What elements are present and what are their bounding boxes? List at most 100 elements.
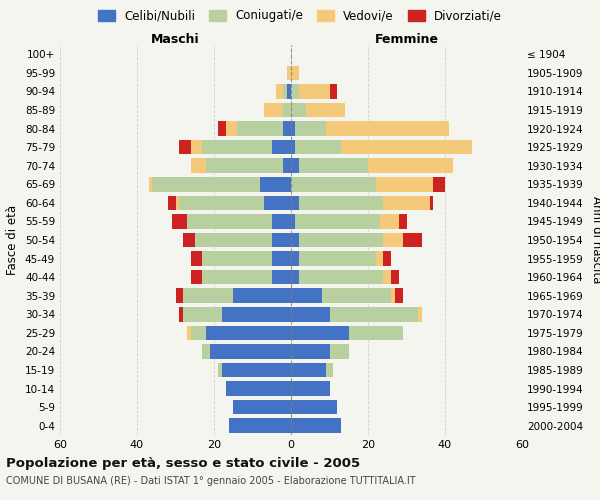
Bar	[264, 103, 283, 117]
Y-axis label: Fasce di età: Fasce di età	[7, 205, 19, 275]
Bar	[326, 363, 334, 377]
Bar	[383, 270, 391, 284]
Text: Femmine: Femmine	[374, 33, 439, 46]
Bar	[291, 418, 341, 433]
Bar	[202, 252, 272, 266]
Bar	[237, 122, 283, 136]
Bar	[299, 158, 368, 173]
Bar	[430, 196, 433, 210]
Bar	[176, 196, 179, 210]
Bar	[291, 103, 307, 117]
Bar	[341, 140, 472, 154]
Bar	[149, 177, 152, 192]
Bar	[233, 288, 291, 303]
Bar	[291, 326, 349, 340]
Bar	[291, 363, 326, 377]
Bar	[183, 307, 222, 322]
Bar	[329, 344, 349, 358]
Text: COMUNE DI BUSANA (RE) - Dati ISTAT 1° gennaio 2005 - Elaborazione TUTTITALIA.IT: COMUNE DI BUSANA (RE) - Dati ISTAT 1° ge…	[6, 476, 416, 486]
Bar	[187, 214, 272, 228]
Bar	[283, 103, 291, 117]
Bar	[218, 122, 226, 136]
Bar	[187, 326, 191, 340]
Bar	[260, 177, 291, 192]
Bar	[395, 288, 403, 303]
Bar	[380, 214, 399, 228]
Bar	[291, 382, 329, 396]
Bar	[233, 400, 291, 414]
Bar	[183, 233, 195, 247]
Bar	[272, 252, 291, 266]
Bar	[222, 363, 291, 377]
Bar	[349, 326, 403, 340]
Bar	[272, 270, 291, 284]
Bar	[368, 158, 453, 173]
Bar	[226, 382, 291, 396]
Bar	[376, 252, 383, 266]
Bar	[291, 196, 299, 210]
Bar	[191, 252, 202, 266]
Bar	[291, 214, 295, 228]
Bar	[383, 196, 430, 210]
Bar	[291, 270, 299, 284]
Bar	[283, 84, 287, 98]
Bar	[191, 158, 206, 173]
Bar	[326, 122, 449, 136]
Text: Popolazione per età, sesso e stato civile - 2005: Popolazione per età, sesso e stato civil…	[6, 458, 360, 470]
Bar	[176, 288, 183, 303]
Bar	[283, 122, 291, 136]
Bar	[391, 270, 399, 284]
Legend: Celibi/Nubili, Coniugati/e, Vedovi/e, Divorziati/e: Celibi/Nubili, Coniugati/e, Vedovi/e, Di…	[95, 6, 505, 26]
Bar	[229, 418, 291, 433]
Bar	[291, 233, 299, 247]
Bar	[295, 122, 326, 136]
Bar	[291, 158, 299, 173]
Text: Maschi: Maschi	[151, 33, 200, 46]
Bar	[307, 103, 345, 117]
Bar	[299, 270, 383, 284]
Bar	[226, 122, 237, 136]
Bar	[291, 400, 337, 414]
Bar	[272, 233, 291, 247]
Bar	[206, 326, 291, 340]
Bar	[210, 344, 291, 358]
Bar	[183, 288, 233, 303]
Bar	[291, 252, 299, 266]
Bar	[152, 177, 260, 192]
Bar	[202, 344, 210, 358]
Bar	[376, 177, 433, 192]
Bar	[399, 214, 407, 228]
Bar	[202, 140, 272, 154]
Bar	[291, 66, 299, 80]
Bar	[179, 196, 264, 210]
Bar	[202, 270, 272, 284]
Bar	[191, 326, 206, 340]
Bar	[168, 196, 176, 210]
Bar	[272, 140, 291, 154]
Bar	[218, 363, 222, 377]
Bar	[291, 140, 295, 154]
Bar	[206, 158, 283, 173]
Bar	[272, 214, 291, 228]
Bar	[291, 307, 329, 322]
Bar	[222, 307, 291, 322]
Bar	[383, 252, 391, 266]
Bar	[418, 307, 422, 322]
Y-axis label: Anni di nascita: Anni di nascita	[590, 196, 600, 284]
Bar	[179, 140, 191, 154]
Bar	[433, 177, 445, 192]
Bar	[403, 233, 422, 247]
Bar	[287, 66, 291, 80]
Bar	[291, 344, 329, 358]
Bar	[291, 122, 295, 136]
Bar	[329, 307, 418, 322]
Bar	[329, 84, 337, 98]
Bar	[283, 158, 291, 173]
Bar	[383, 233, 403, 247]
Bar	[299, 84, 329, 98]
Bar	[322, 288, 391, 303]
Bar	[295, 214, 380, 228]
Bar	[275, 84, 283, 98]
Bar	[195, 233, 272, 247]
Bar	[179, 307, 183, 322]
